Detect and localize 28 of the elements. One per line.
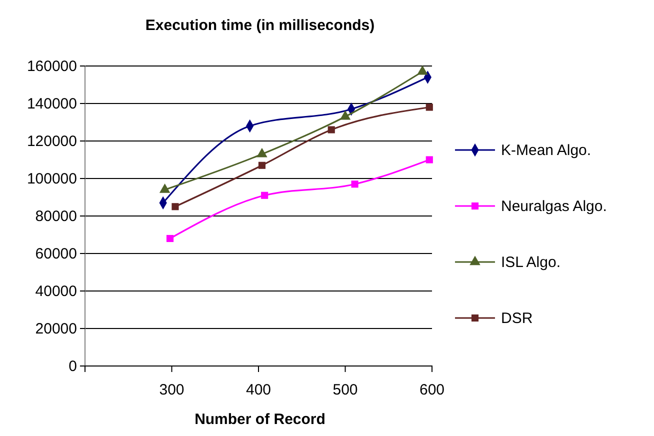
point xyxy=(159,184,170,193)
y-tick-label: 100000 xyxy=(26,170,77,188)
point xyxy=(258,162,266,169)
y-tick-label: 0 xyxy=(68,358,77,375)
y-tick-label: 40000 xyxy=(35,282,77,300)
point xyxy=(351,180,358,188)
y-tick-label: 20000 xyxy=(35,320,77,338)
legend-label: Neuralgas Algo. xyxy=(501,198,607,215)
y-tick-label: 80000 xyxy=(35,208,77,225)
legend-label: DSR xyxy=(501,310,533,327)
x-tick-label: 600 xyxy=(419,382,445,398)
point xyxy=(166,234,174,242)
point xyxy=(261,192,268,199)
y-tick-label: 60000 xyxy=(35,245,77,262)
point xyxy=(328,126,335,134)
chart-title: Execution time (in milliseconds) xyxy=(145,17,375,34)
legend-label: ISL Algo. xyxy=(501,254,560,271)
point xyxy=(426,156,433,164)
point xyxy=(426,104,433,111)
x-tick-label: 300 xyxy=(159,382,184,398)
y-tick-label: 160000 xyxy=(26,58,77,75)
x-axis-title: Number of Record xyxy=(194,411,326,428)
legend-label: K-Mean Algo. xyxy=(501,142,592,159)
y-tick-label: 120000 xyxy=(26,132,77,150)
y-tick-label: 140000 xyxy=(26,95,77,112)
point xyxy=(172,203,179,210)
x-tick-label: 500 xyxy=(332,382,358,398)
x-tick-label: 400 xyxy=(246,382,272,398)
